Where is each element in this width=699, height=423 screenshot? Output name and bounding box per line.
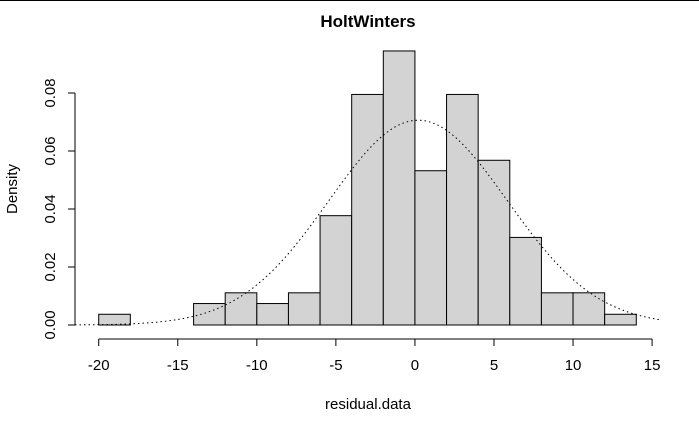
histogram-bar [351, 93, 384, 326]
histogram-bar [193, 303, 226, 326]
x-tick-label: -15 [167, 357, 189, 374]
histogram-bar [287, 292, 321, 326]
histogram-bar [382, 50, 416, 326]
x-tick-label: 0 [411, 357, 419, 374]
histogram-bars [98, 50, 637, 326]
y-tick-label: 0.02 [42, 252, 59, 281]
histogram-bar [98, 313, 131, 326]
y-tick-label: 0.00 [42, 310, 59, 339]
histogram-bar [540, 292, 574, 326]
histogram-bar [319, 215, 353, 326]
x-tick-label: 5 [490, 357, 498, 374]
normal-density-curve [74, 119, 661, 326]
y-axis-label: Density [4, 163, 21, 214]
chart-title: HoltWinters [320, 12, 415, 31]
y-axis: 0.00 0.02 0.04 0.06 0.08 [42, 78, 76, 340]
histogram-bar [509, 236, 542, 326]
y-tick-label: 0.06 [42, 136, 59, 165]
x-tick-label: 10 [565, 357, 582, 374]
x-tick-label: -20 [88, 357, 110, 374]
histogram-bar [414, 170, 448, 326]
histogram-bar [446, 93, 479, 326]
x-axis: -20 -15 -10 -5 0 5 10 15 [88, 338, 661, 374]
histogram-bar [224, 292, 258, 326]
y-tick-label: 0.08 [42, 78, 59, 107]
x-axis-label: residual.data [325, 396, 412, 413]
x-tick-label: 15 [644, 357, 661, 374]
top-border-rule [0, 0, 699, 1]
x-tick-label: -5 [329, 357, 342, 374]
histogram-bar [604, 313, 637, 326]
histogram-bar [256, 303, 289, 326]
y-tick-label: 0.04 [42, 194, 59, 223]
histogram-bar [572, 292, 606, 326]
histogram-bar [477, 159, 511, 326]
x-tick-label: -10 [246, 357, 268, 374]
